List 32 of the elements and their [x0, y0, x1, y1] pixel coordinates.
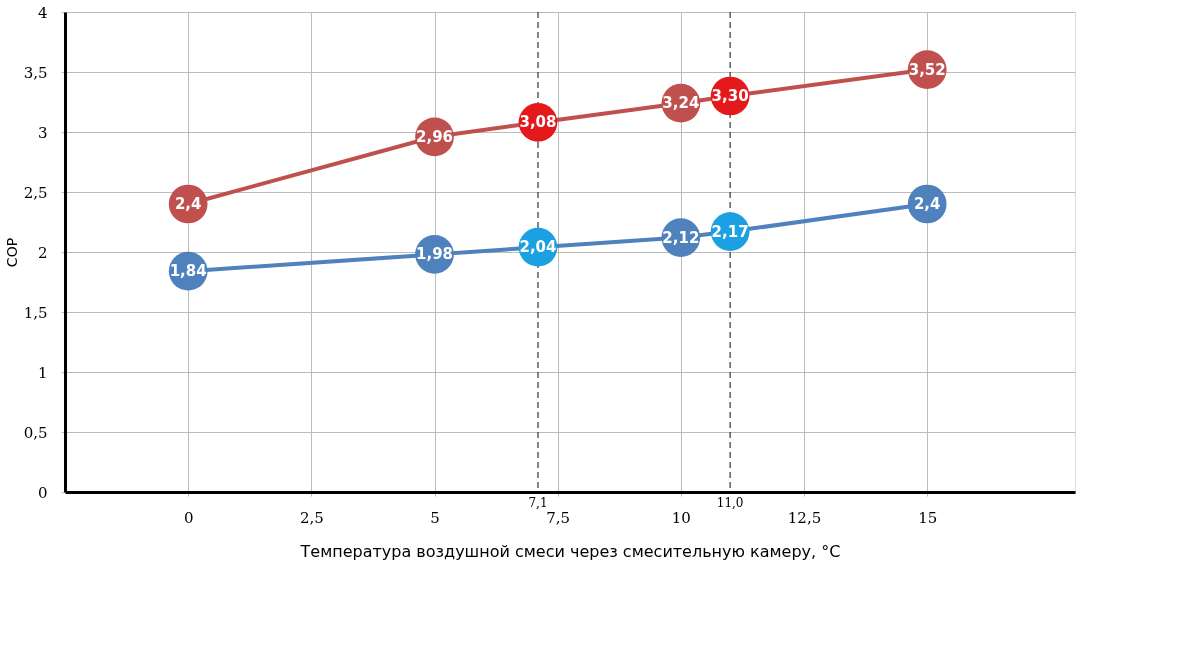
data-label: 3,08 [519, 113, 557, 132]
y-tick-label: 1 [37, 363, 48, 382]
data-label: 1,84 [169, 262, 207, 281]
data-label: 3,24 [662, 94, 700, 113]
x-tick-label: 5 [430, 508, 440, 527]
y-tick-label: 2 [37, 243, 48, 262]
y-tick-label: 4 [37, 3, 48, 22]
data-label: 2,17 [711, 222, 749, 241]
data-label: 2,96 [416, 127, 454, 146]
y-axis-title: COP [3, 237, 20, 268]
x-tick-label: 7,5 [546, 508, 571, 527]
x-tick-label: 0 [183, 508, 194, 527]
data-label: 3,30 [711, 87, 749, 105]
x-tick-label: 15 [918, 508, 938, 527]
y-tick-label: 0 [37, 483, 48, 502]
data-label: 2,4 [174, 195, 202, 213]
y-tick-label: 2,5 [23, 183, 48, 202]
x-tick-label: 12,5 [787, 508, 822, 527]
y-tick-label: 0,5 [23, 423, 48, 442]
x-tick-label: 2,5 [299, 508, 324, 527]
y-tick-label: 3 [37, 123, 48, 142]
data-label: 1,98 [416, 245, 454, 264]
x-axis-title: Температура воздушной смеси через смесительную камеру, °C [299, 541, 841, 561]
data-label: 2,4 [913, 195, 941, 213]
x-tick-label: 10 [671, 508, 691, 527]
ref-line-label: 7,1 [528, 496, 548, 510]
data-label: 2,12 [662, 228, 700, 247]
data-label: 3,52 [908, 60, 946, 79]
y-tick-label: 3,5 [23, 63, 48, 82]
y-tick-label: 1,5 [23, 303, 48, 322]
ref-line-label: 11,0 [716, 496, 744, 510]
data-label: 2,04 [519, 238, 557, 257]
